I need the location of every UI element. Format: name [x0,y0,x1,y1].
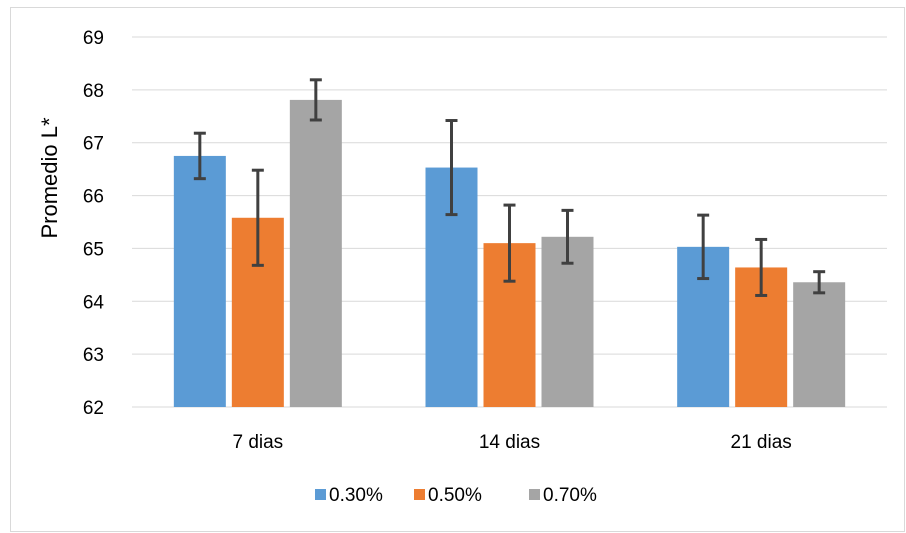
error-bar [503,203,516,283]
legend-label: 0.50% [428,485,482,506]
error-bar [561,208,574,265]
y-tick-label: 69 [83,28,104,49]
y-tick-label: 67 [83,134,104,155]
error-bar [251,168,264,267]
legend-item-0.30%: 0.30% [315,485,383,506]
bar-0.70%-21-dias [793,282,846,407]
y-tick-label: 65 [83,239,104,260]
error-bar [445,119,458,217]
legend-label: 0.30% [329,485,383,506]
legend-swatch [315,489,326,500]
legend-label: 0.70% [543,485,597,506]
y-tick-label: 68 [83,81,104,102]
y-tick-label: 62 [83,398,104,419]
bar-0.30%-7-dias [173,155,226,407]
legend-swatch [529,489,540,500]
error-bar [813,270,826,295]
x-category-label: 21 dias [731,432,792,453]
x-category-labels: 7 dias 14 dias 21 dias [232,432,791,453]
error-bars [193,78,826,297]
error-bar [697,213,710,281]
y-tick-label: 63 [83,345,104,366]
error-bar [309,78,322,122]
legend-item-0.70%: 0.70% [529,485,597,506]
legend-item-0.50%: 0.50% [414,485,482,506]
legend-swatch [414,489,425,500]
x-category-label: 14 dias [479,432,540,453]
y-axis-label: Promedio L* [37,117,62,239]
bar-0.70%-14-dias [541,236,594,407]
y-tick-labels: 62 63 64 65 66 67 68 69 [83,28,105,419]
y-tick-label: 66 [83,187,104,208]
bar-0.70%-7-dias [289,99,342,408]
y-tick-label: 64 [83,292,105,313]
legend: 0.30% 0.50% 0.70% [315,485,597,506]
error-bar [193,131,206,181]
error-bar [755,237,768,297]
x-category-label: 7 dias [232,432,283,453]
